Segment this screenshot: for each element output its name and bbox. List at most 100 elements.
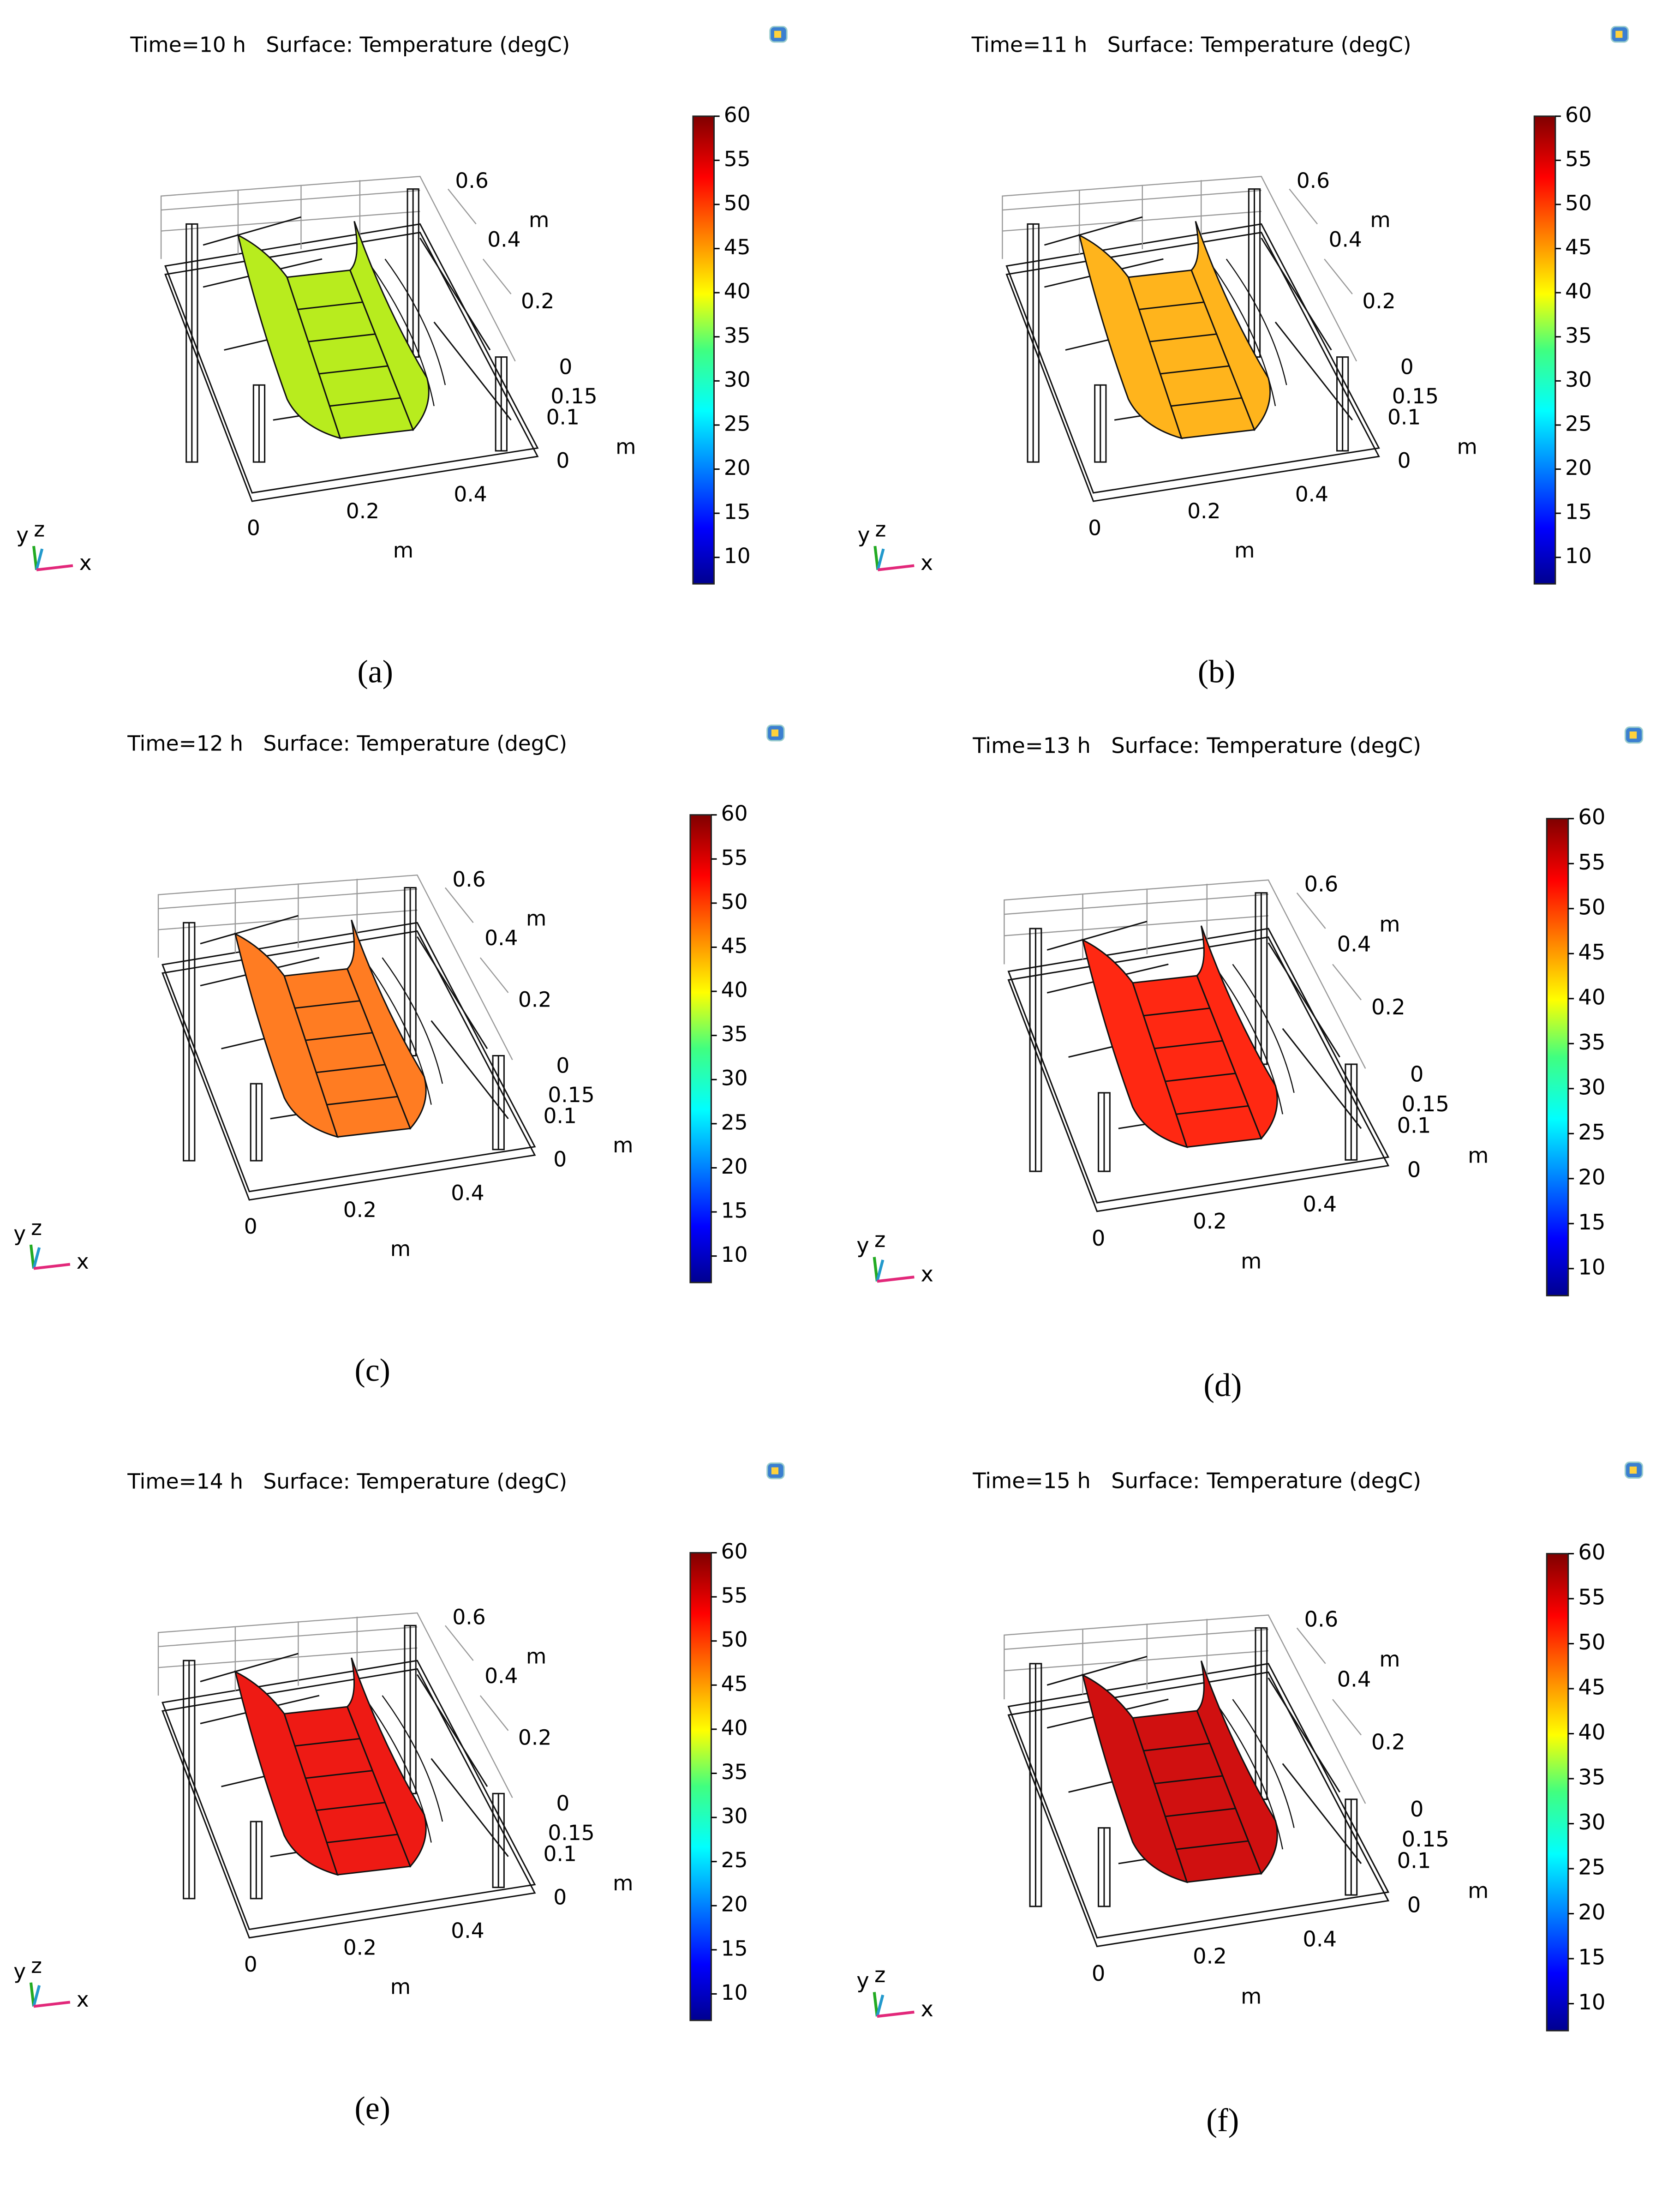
z-tick-label: 0.1 xyxy=(1397,1113,1431,1138)
triad-label: z xyxy=(874,1227,885,1252)
y-tick-label: 0 xyxy=(1400,354,1414,379)
panel-title: Time=12 h Surface: Temperature (degC) xyxy=(127,731,567,755)
trough-left-wall xyxy=(237,234,341,439)
wall-contour xyxy=(1218,1706,1284,1850)
wall-contour xyxy=(1218,971,1284,1115)
panel: Time=15 h Surface: Temperature (degC) 0 0.… xyxy=(856,1461,1644,2139)
z-tick-label: 0.1 xyxy=(544,1103,577,1128)
x-tick-label: 0.2 xyxy=(1193,1944,1227,1969)
colorbar-tick-label: 40 xyxy=(724,279,751,304)
x-tick-label: 0.4 xyxy=(454,482,487,506)
y-tick-label: 0.2 xyxy=(1371,995,1405,1019)
colorbar xyxy=(689,814,712,1283)
rail xyxy=(1267,1677,1340,1793)
triad-z xyxy=(35,548,44,570)
base-plate xyxy=(1007,1663,1390,1939)
panel-title: Time=11 h Surface: Temperature (degC) xyxy=(971,33,1411,57)
y-tick-label: 0.6 xyxy=(1304,1607,1338,1631)
back-grid xyxy=(1004,893,1268,915)
x-tick-label: 0 xyxy=(244,1952,257,1977)
colorbar-tick-label: 50 xyxy=(1578,894,1605,919)
panel-caption: (d) xyxy=(1203,1367,1242,1403)
trough-bottom xyxy=(286,269,414,439)
colorbar-tick-label: 20 xyxy=(721,1892,748,1917)
trough-left-wall xyxy=(1078,234,1183,439)
triad-label: x xyxy=(921,1996,933,2021)
triad-y xyxy=(873,1257,879,1282)
colorbar-tick-label: 55 xyxy=(1578,1585,1605,1610)
colorbar-tick-label: 10 xyxy=(721,1980,748,2005)
trough-right-wall xyxy=(349,221,430,432)
back-grid xyxy=(1004,1629,1268,1650)
wall-contour xyxy=(1232,964,1295,1093)
colorbar-tick-label: 45 xyxy=(1565,235,1592,259)
triad-label: z xyxy=(34,517,45,541)
rail xyxy=(416,1674,488,1787)
colorbar-tick-label: 60 xyxy=(724,102,751,127)
z-axis-label: m xyxy=(613,1133,633,1157)
z-tick-label: 0.1 xyxy=(1387,405,1421,430)
wall-contour xyxy=(384,258,446,385)
back-grid xyxy=(158,1647,418,1668)
z-tick-label: 0.1 xyxy=(1397,1848,1431,1873)
colorbar-tick-label: 45 xyxy=(721,934,748,958)
x-tick-label: 0 xyxy=(1092,1226,1106,1251)
colorbar-tick-label: 35 xyxy=(721,1760,748,1784)
z-tick-label: 0.15 xyxy=(550,384,597,408)
triad-label: x xyxy=(79,551,92,575)
trough-division xyxy=(329,397,401,407)
colorbar-tick-label: 40 xyxy=(721,1715,748,1740)
base-plate-edge xyxy=(1005,231,1380,502)
trough-right-wall xyxy=(1190,221,1271,432)
trough-division xyxy=(1154,1775,1223,1785)
colorbar-tick-label: 10 xyxy=(721,1242,748,1267)
trough-bottom xyxy=(1131,1710,1262,1883)
trough-left-wall xyxy=(234,1670,339,1876)
triad-label: x xyxy=(921,1261,933,1286)
y-axis-label: m xyxy=(526,1644,546,1669)
triad-label: x xyxy=(921,551,933,575)
trough-division xyxy=(1143,1742,1210,1752)
trough-division xyxy=(305,1032,373,1041)
triad-y xyxy=(873,546,879,570)
z-tick-label: 0.1 xyxy=(544,1841,577,1866)
rail xyxy=(430,1758,509,1857)
colorbar-tick-label: 55 xyxy=(721,845,748,870)
rail xyxy=(1267,942,1340,1058)
colorbar-tick-label: 60 xyxy=(721,801,748,826)
side-grid xyxy=(1296,1627,1326,1664)
colorbar-tick-label: 60 xyxy=(721,1539,748,1564)
x-axis-label: m xyxy=(393,538,413,563)
wall-contour xyxy=(368,1702,432,1843)
back-frame xyxy=(1004,879,1366,1069)
x-tick-label: 0.4 xyxy=(1295,482,1328,506)
rail xyxy=(200,915,299,945)
x-tick-label: 0 xyxy=(247,516,260,540)
triad-y xyxy=(873,1992,879,2017)
colorbar xyxy=(692,115,715,585)
triad-z xyxy=(32,1247,41,1269)
y-tick-label: 0.6 xyxy=(455,168,488,193)
colorbar-tick-label: 35 xyxy=(724,323,751,348)
base-plate xyxy=(1005,223,1380,494)
back-frame xyxy=(157,874,513,1061)
colorbar-tick-label: 40 xyxy=(1565,279,1592,304)
x-tick-label: 0.4 xyxy=(451,1181,484,1205)
base-plate xyxy=(164,223,539,494)
y-tick-label: 0.6 xyxy=(1297,168,1330,193)
x-tick-label: 0 xyxy=(1092,1961,1106,1986)
trough-division xyxy=(1165,1073,1236,1082)
y-tick-label: 0 xyxy=(556,1791,569,1816)
triad-x xyxy=(878,564,915,571)
trough-division xyxy=(294,1738,360,1747)
trough-division xyxy=(1143,1007,1210,1017)
colorbar-tick-label: 15 xyxy=(724,500,751,524)
panel: Time=10 h Surface: Temperature (degC) 0 0.… xyxy=(16,26,788,689)
colorbar-tick-label: 45 xyxy=(721,1672,748,1696)
back-grid xyxy=(158,1626,418,1647)
rail xyxy=(416,936,488,1049)
z-tick-label: 0.15 xyxy=(548,1083,594,1107)
side-grid xyxy=(482,258,512,294)
side-grid xyxy=(445,1625,474,1661)
x-axis-label: m xyxy=(1234,538,1255,563)
